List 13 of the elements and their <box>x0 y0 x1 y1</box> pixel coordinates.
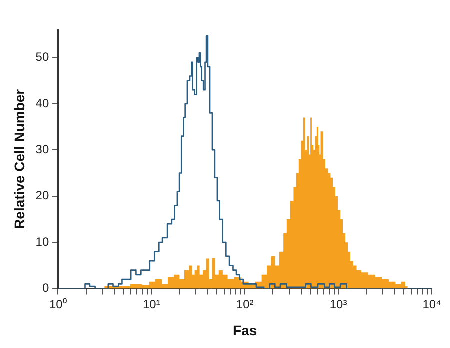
x-tick-label: 10⁰ <box>49 297 67 312</box>
y-tick-label: 20 <box>36 188 50 203</box>
x-tick-label: 10² <box>236 297 254 312</box>
y-axis-title: Relative Cell Number <box>11 88 28 230</box>
y-tick-label: 40 <box>36 96 50 110</box>
y-tick-label: 10 <box>36 234 50 249</box>
x-axis-title: Fas <box>233 322 258 338</box>
y-tick-label: 0 <box>42 281 50 296</box>
y-tick-label: 30 <box>36 142 50 156</box>
x-tick-label: 10¹ <box>142 297 160 312</box>
y-tick-label: 50 <box>36 50 50 64</box>
x-tick-label: 10³ <box>330 297 348 312</box>
x-tick-label: 10⁴ <box>422 297 442 312</box>
